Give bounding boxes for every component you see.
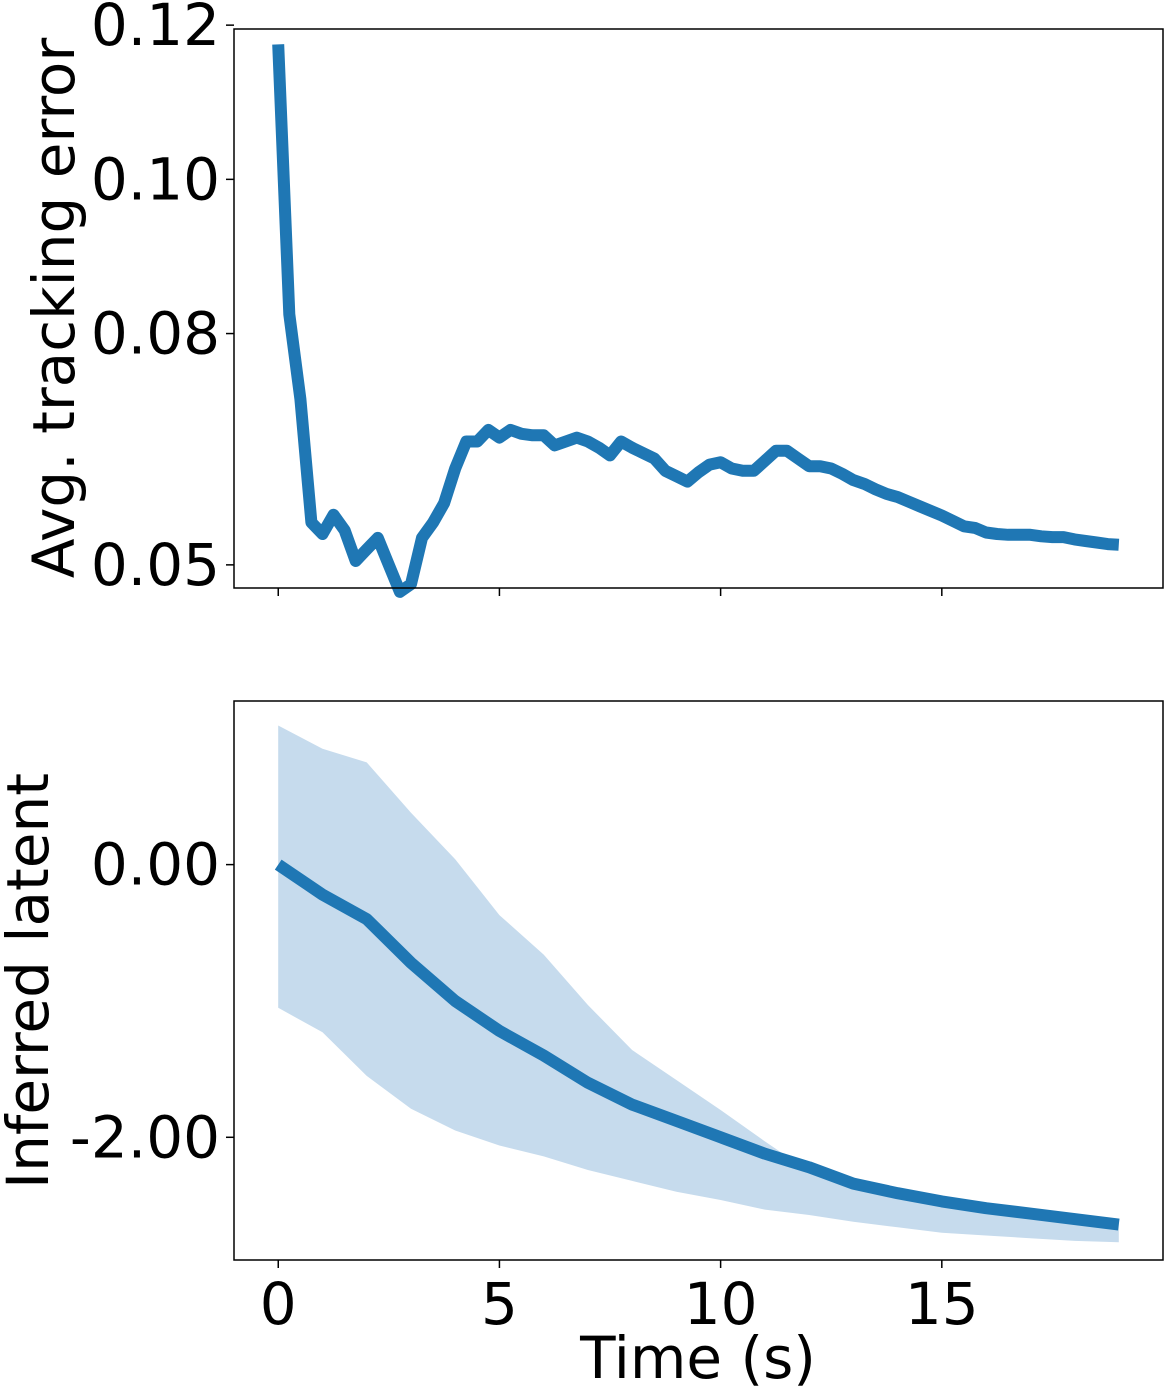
tracking-error-y-tick-label: 0.10 bbox=[91, 145, 220, 213]
inferred-latent-y-tick-label: 0.00 bbox=[91, 831, 220, 899]
x-tick-label: 10 bbox=[684, 1270, 758, 1338]
inferred-latent-ticks: 0 5 10 15 0.00 -2.00 bbox=[70, 831, 979, 1338]
tracking-error-y-tick-label: 0.08 bbox=[91, 300, 220, 368]
x-axis-label: Time (s) bbox=[579, 1324, 816, 1392]
tracking-error-y-axis-label: Avg. tracking error bbox=[20, 38, 88, 579]
inferred-latent-panel: 0 5 10 15 0.00 -2.00 Inferred latent Time (s) bbox=[0, 700, 1164, 1392]
inferred-latent-series-line bbox=[274, 859, 1120, 1231]
tracking-error-axes-frame bbox=[233, 28, 1164, 589]
inferred-latent-plot-area bbox=[274, 725, 1120, 1243]
tracking-error-panel: 0.05 0.08 0.10 0.12 Avg. tracking error bbox=[20, 0, 1164, 599]
inferred-latent-confidence-band bbox=[278, 725, 1119, 1243]
x-tick-label: 0 bbox=[260, 1270, 297, 1338]
inferred-latent-y-tick-label: -2.00 bbox=[70, 1103, 220, 1171]
inferred-latent-axes-frame bbox=[233, 700, 1164, 1261]
inferred-latent-y-axis-label: Inferred latent bbox=[0, 773, 62, 1189]
tracking-error-series-line bbox=[272, 44, 1120, 598]
tracking-error-y-tick-label: 0.05 bbox=[91, 531, 220, 599]
x-tick-label: 5 bbox=[481, 1270, 518, 1338]
tracking-error-y-tick-label: 0.12 bbox=[91, 0, 220, 59]
tracking-error-ticks: 0.05 0.08 0.10 0.12 bbox=[91, 0, 943, 599]
x-tick-label: 15 bbox=[905, 1270, 979, 1338]
tracking-error-plot-area bbox=[272, 44, 1120, 598]
